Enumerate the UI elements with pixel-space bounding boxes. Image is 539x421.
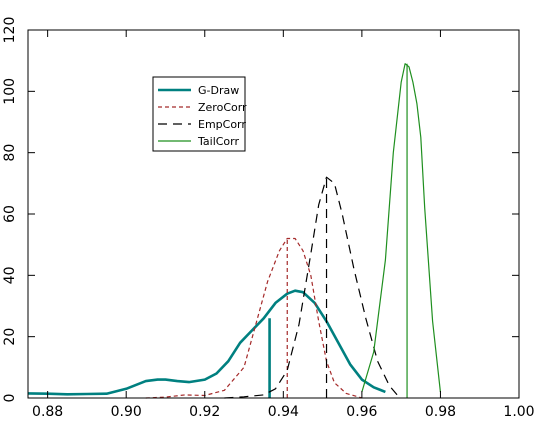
- x-tick-label: 1.00: [503, 404, 534, 420]
- legend-label-g-draw: G-Draw: [198, 84, 239, 97]
- series-line-empcorr: [224, 176, 398, 399]
- series-line-zerocorr: [145, 237, 363, 399]
- y-tick-label: 80: [2, 144, 18, 162]
- y-tick-label: 0: [2, 394, 18, 403]
- y-tick-label: 20: [2, 328, 18, 346]
- plot-frame: [27, 29, 520, 399]
- x-tick-label: 0.98: [425, 404, 456, 420]
- ticks-layer: 0.88 0.90 0.92 0.94 0.96 0.98 1.00 0 20 40 60 80 100…: [2, 17, 535, 420]
- x-tick-label: 0.94: [268, 404, 299, 420]
- y-tick-label: 100: [2, 78, 18, 105]
- x-tick-label: 0.90: [111, 404, 142, 420]
- x-tick-label: 0.92: [189, 404, 220, 420]
- legend-label-zerocorr: ZeroCorr: [198, 101, 247, 114]
- y-tick-label: 60: [2, 205, 18, 223]
- series-line-tailcorr: [361, 63, 441, 393]
- legend-label-empcorr: EmpCorr: [198, 118, 246, 131]
- curves-layer: [27, 63, 441, 399]
- series-line-g-draw: [27, 289, 386, 396]
- legend: G-Draw ZeroCorr EmpCorr TailCorr: [152, 76, 247, 152]
- y-tick-label: 120: [2, 17, 18, 44]
- y-tick-label: 40: [2, 266, 18, 284]
- x-tick-label: 0.88: [32, 404, 63, 420]
- legend-label-tailcorr: TailCorr: [197, 135, 239, 148]
- x-tick-label: 0.96: [346, 404, 377, 420]
